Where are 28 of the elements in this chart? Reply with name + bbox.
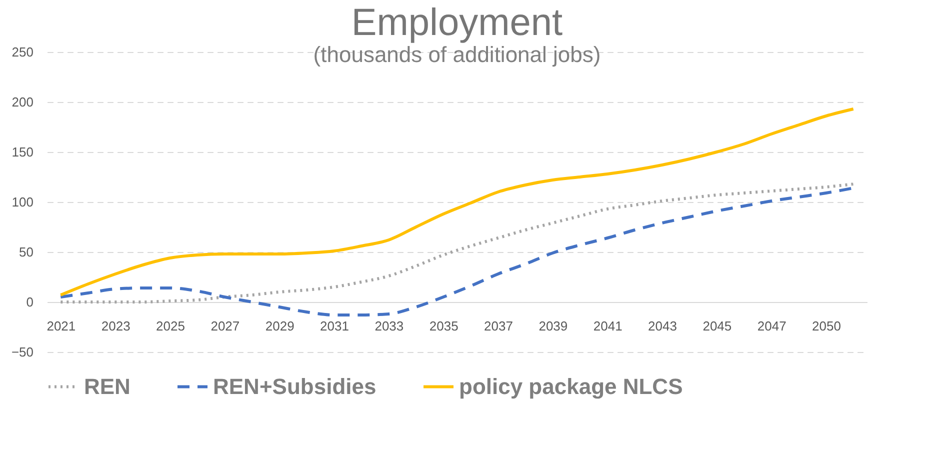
y-tick-label: 150 bbox=[12, 144, 34, 160]
line-series bbox=[59, 108, 855, 296]
y-tick-label: 0 bbox=[26, 294, 34, 310]
x-tick-label: 2041 bbox=[593, 318, 622, 334]
y-tick-label: 200 bbox=[12, 94, 34, 110]
y-tick-label: 250 bbox=[12, 44, 34, 60]
y-tick-label: 50 bbox=[19, 244, 34, 260]
legend-label: REN bbox=[84, 374, 130, 399]
chart-title: Employment bbox=[351, 2, 564, 44]
x-tick-label: 2029 bbox=[265, 318, 294, 334]
x-tick-label: 2039 bbox=[538, 318, 568, 334]
legend-label: policy package NLCS bbox=[459, 374, 683, 399]
x-tick-label: 2027 bbox=[210, 318, 240, 334]
legend-label: REN+Subsidies bbox=[213, 374, 376, 399]
x-tick-label: 2050 bbox=[812, 318, 841, 334]
x-tick-label: 2043 bbox=[648, 318, 677, 334]
y-tick-label: −50 bbox=[11, 344, 34, 360]
x-tick-label: 2023 bbox=[101, 318, 130, 334]
x-tick-label: 2021 bbox=[46, 318, 76, 334]
chart-subtitle: (thousands of additional jobs) bbox=[313, 42, 601, 67]
y-tick-label: 100 bbox=[12, 194, 34, 210]
x-tick-label: 2025 bbox=[156, 318, 185, 334]
x-tick-label: 2047 bbox=[757, 318, 786, 334]
x-tick-label: 2045 bbox=[702, 318, 732, 334]
x-tick-label: 2033 bbox=[374, 318, 404, 334]
x-tick-label: 2035 bbox=[429, 318, 458, 334]
x-tick-label: 2037 bbox=[484, 318, 513, 334]
x-tick-label: 2031 bbox=[320, 318, 349, 334]
